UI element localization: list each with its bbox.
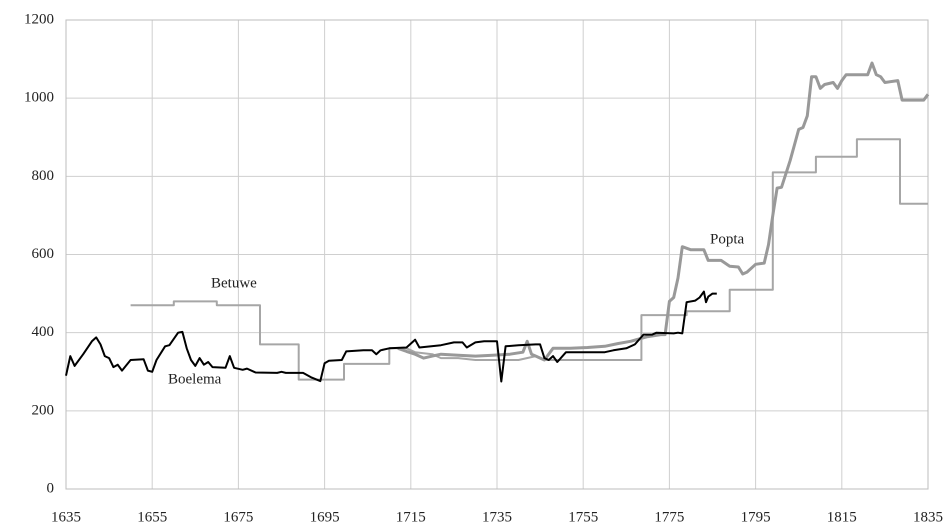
y-tick-label: 200	[32, 402, 55, 418]
x-tick-label: 1735	[482, 509, 512, 525]
line	[130, 138, 928, 381]
plot-frame	[65, 19, 929, 490]
x-tick-label: 1695	[310, 509, 340, 525]
x-tick-label: 1655	[137, 509, 167, 525]
x-tick-label: 1635	[51, 509, 81, 525]
x-tick-label: 1795	[741, 509, 771, 525]
series-label: Betuwe	[211, 275, 257, 291]
y-tick-label: 1000	[24, 90, 54, 106]
x-tick-label: 1755	[568, 509, 598, 525]
line	[65, 290, 717, 383]
y-tick-label: 400	[32, 324, 55, 340]
x-tick-label: 1675	[223, 509, 253, 525]
x-tick-label: 1715	[396, 509, 426, 525]
series-label: Popta	[710, 231, 745, 247]
y-tick-label: 600	[32, 246, 55, 262]
x-tick-label: 1775	[654, 509, 684, 525]
x-tick-label: 1815	[827, 509, 857, 525]
y-tick-label: 800	[32, 168, 55, 184]
series-label: Boelema	[168, 371, 222, 387]
x-tick-label: 1835	[913, 509, 943, 525]
y-tick-label: 1200	[24, 11, 54, 27]
y-tick-label: 0	[47, 480, 55, 496]
